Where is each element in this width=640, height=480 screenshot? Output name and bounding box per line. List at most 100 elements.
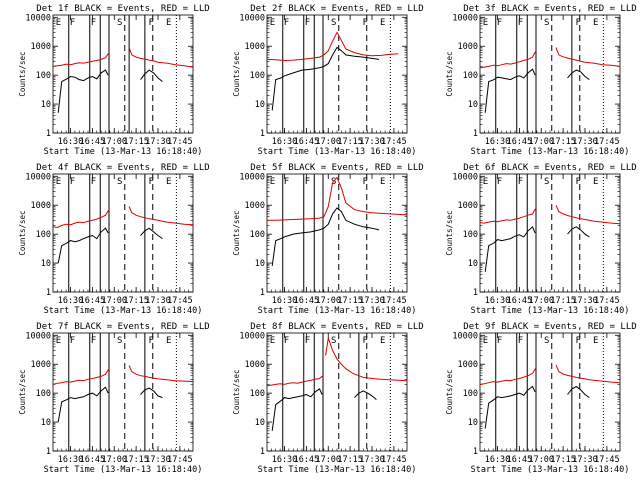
segment-letter-S: S <box>331 336 336 346</box>
x-tick-label: 17:45 <box>594 296 620 306</box>
plot-frame <box>52 173 194 293</box>
segment-letter-F: F <box>91 18 96 28</box>
y-tick-label: 10000 <box>239 13 265 23</box>
detector-panel-1: Det 1f BLACK = Events, RED = LLD 1 10 100 10… <box>18 4 210 157</box>
plot-frame <box>479 173 621 293</box>
lld-series-line <box>128 47 193 68</box>
x-tick-label: 17:15 <box>550 455 576 465</box>
y-tick-label: 1000 <box>31 42 51 52</box>
y-tick-label: 100 <box>250 71 265 81</box>
segment-letter-F: F <box>149 18 154 28</box>
segment-letter-F: F <box>363 18 368 28</box>
lld-series-line <box>128 365 193 383</box>
y-tick-label: 10000 <box>239 172 265 182</box>
segment-letter-E: E <box>593 177 598 187</box>
lld-series-line <box>555 47 620 67</box>
y-tick-label: 1000 <box>458 360 478 370</box>
y-axis-label: Counts/sec <box>18 369 27 414</box>
events-series-line <box>271 207 380 266</box>
segment-letter-F: F <box>497 177 502 187</box>
plot-frame <box>266 332 408 452</box>
x-tick-label: 17:00 <box>315 455 341 465</box>
lld-series-line <box>480 207 537 224</box>
x-tick-label: 17:15 <box>337 137 363 147</box>
segment-letter-F: F <box>518 336 523 346</box>
panel-title: Det 8f BLACK = Events, RED = LLD <box>250 322 423 332</box>
y-tick-label: 1 <box>260 447 265 457</box>
y-axis-label: Counts/sec <box>18 210 27 255</box>
x-tick-label: 17:30 <box>572 137 598 147</box>
segment-letter-F: F <box>91 336 96 346</box>
y-tick-label: 1000 <box>245 360 265 370</box>
panel-title: Det 9f BLACK = Events, RED = LLD <box>463 322 636 332</box>
y-tick-label: 100 <box>36 71 51 81</box>
y-tick-label: 1 <box>473 288 478 298</box>
x-tick-label: 17:00 <box>101 137 127 147</box>
segment-letter-F: F <box>284 18 289 28</box>
panel-title: Det 5f BLACK = Events, RED = LLD <box>250 163 423 173</box>
panel-title: Det 1f BLACK = Events, RED = LLD <box>36 4 209 14</box>
x-tick-label: 17:30 <box>572 455 598 465</box>
segment-letter-S: S <box>544 18 549 28</box>
lld-series-line <box>480 50 537 69</box>
y-tick-label: 1 <box>46 447 51 457</box>
x-tick-label: 16:30 <box>58 455 84 465</box>
segment-letter-E: E <box>270 18 275 28</box>
events-series-line <box>271 388 323 431</box>
lld-series-line <box>267 176 407 221</box>
y-tick-label: 10000 <box>25 172 51 182</box>
x-tick-label: 17:45 <box>594 455 620 465</box>
x-tick-label: 16:30 <box>485 137 511 147</box>
x-axis-label: Start Time (13-Mar-13 16:18:40) <box>44 306 203 316</box>
segment-letter-E: E <box>56 336 61 346</box>
y-tick-label: 10 <box>255 259 265 269</box>
lld-series-line <box>267 375 324 387</box>
x-tick-label: 17:30 <box>145 455 171 465</box>
segment-letter-S: S <box>117 177 122 187</box>
x-tick-label: 16:45 <box>80 137 106 147</box>
y-axis-label: Counts/sec <box>445 51 454 96</box>
events-series-line <box>271 46 380 111</box>
lld-series-line <box>53 368 110 385</box>
x-tick-label: 17:30 <box>359 137 385 147</box>
lld-series-line <box>480 367 537 385</box>
detector-panel-3: Det 3f BLACK = Events, RED = LLD 1 10 100 10… <box>445 4 637 157</box>
y-tick-label: 1 <box>473 129 478 139</box>
events-series-line <box>57 227 109 264</box>
x-tick-label: 17:15 <box>123 455 149 465</box>
lld-series-line <box>128 206 193 226</box>
segment-letter-F: F <box>305 18 310 28</box>
y-axis-label: Counts/sec <box>232 210 241 255</box>
plot-frame <box>479 14 621 134</box>
lld-series-line <box>53 209 110 229</box>
segment-letter-F: F <box>149 177 154 187</box>
segment-letter-E: E <box>593 336 598 346</box>
y-axis-label: Counts/sec <box>445 210 454 255</box>
x-tick-label: 16:45 <box>507 137 533 147</box>
y-tick-label: 1000 <box>245 42 265 52</box>
x-tick-label: 16:30 <box>272 137 298 147</box>
segment-letter-F: F <box>518 177 523 187</box>
segment-letter-E: E <box>270 336 275 346</box>
x-tick-label: 16:45 <box>80 296 106 306</box>
segment-letter-E: E <box>483 18 488 28</box>
x-tick-label: 16:30 <box>272 455 298 465</box>
segment-letter-E: E <box>166 336 171 346</box>
detector-panel-5: Det 5f BLACK = Events, RED = LLD 1 10 100 10… <box>232 163 424 316</box>
x-tick-label: 16:30 <box>58 137 84 147</box>
events-series-line <box>140 227 163 240</box>
x-tick-label: 17:15 <box>337 296 363 306</box>
x-tick-label: 17:30 <box>359 296 385 306</box>
x-axis-label: Start Time (13-Mar-13 16:18:40) <box>258 465 417 475</box>
x-tick-label: 17:45 <box>381 296 407 306</box>
events-series-line <box>57 386 109 423</box>
y-axis-label: Counts/sec <box>232 369 241 414</box>
x-axis-label: Start Time (13-Mar-13 16:18:40) <box>44 465 203 475</box>
events-series-line <box>484 225 536 272</box>
segment-letter-E: E <box>56 18 61 28</box>
segment-letter-E: E <box>270 177 275 187</box>
segment-letter-E: E <box>56 177 61 187</box>
x-tick-label: 16:30 <box>58 296 84 306</box>
